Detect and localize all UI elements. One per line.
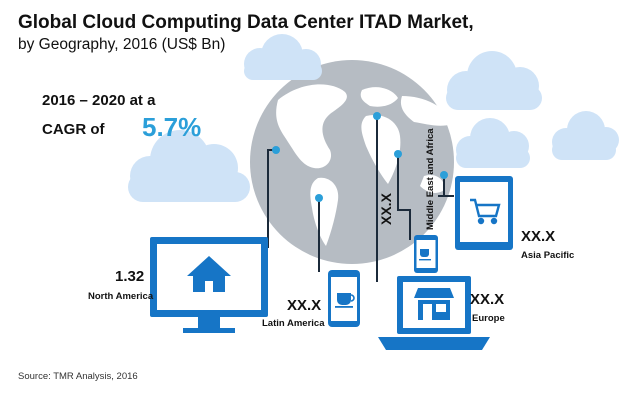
- region-label-middle-east-africa: Middle East and Africa: [425, 128, 436, 230]
- small-phone: [414, 235, 438, 273]
- cloud-icon: [128, 130, 250, 202]
- region-value-middle-east-africa: XX.X: [378, 193, 394, 225]
- cloud-icon: [446, 51, 542, 110]
- shop-icon: [414, 288, 454, 320]
- cart-icon: [470, 198, 501, 225]
- region-value-europe: XX.X: [470, 291, 505, 308]
- cagr-period: 2016 – 2020 at a: [42, 92, 156, 109]
- region-value-latin-america: XX.X: [287, 297, 322, 314]
- tablet: [455, 176, 513, 250]
- region-value-north-america: 1.32: [115, 268, 145, 285]
- cloud-icon: [456, 118, 530, 168]
- cloud-icon: [244, 34, 322, 80]
- desktop-monitor: [150, 237, 268, 333]
- coffee-cup-icon: [335, 293, 355, 308]
- region-label-europe: Europe: [472, 313, 505, 324]
- chart-subtitle: by Geography, 2016 (US$ Bn): [18, 36, 226, 53]
- cloud-icon: [552, 111, 619, 160]
- mea-label-rotator: Middle East and Africa: [420, 128, 438, 230]
- region-value-asia-pacific: XX.X: [521, 228, 556, 245]
- region-label-latin-america: Latin America: [262, 318, 325, 329]
- smartphone: [328, 270, 360, 327]
- cagr-value: 5.7%: [142, 112, 202, 142]
- house-icon: [187, 256, 231, 292]
- coffee-cup-icon: [419, 249, 431, 261]
- cagr-label: CAGR of: [42, 121, 105, 138]
- region-label-north-america: North America: [88, 291, 154, 302]
- clouds: [128, 34, 619, 202]
- laptop: [378, 276, 490, 350]
- chart-title: Global Cloud Computing Data Center ITAD …: [18, 12, 474, 33]
- source-note: Source: TMR Analysis, 2016: [18, 371, 138, 382]
- connector-nodes: [272, 112, 448, 202]
- globe: [250, 60, 454, 264]
- region-label-asia-pacific: Asia Pacific: [521, 250, 575, 261]
- mea-value-rotator: XX.X: [378, 193, 396, 225]
